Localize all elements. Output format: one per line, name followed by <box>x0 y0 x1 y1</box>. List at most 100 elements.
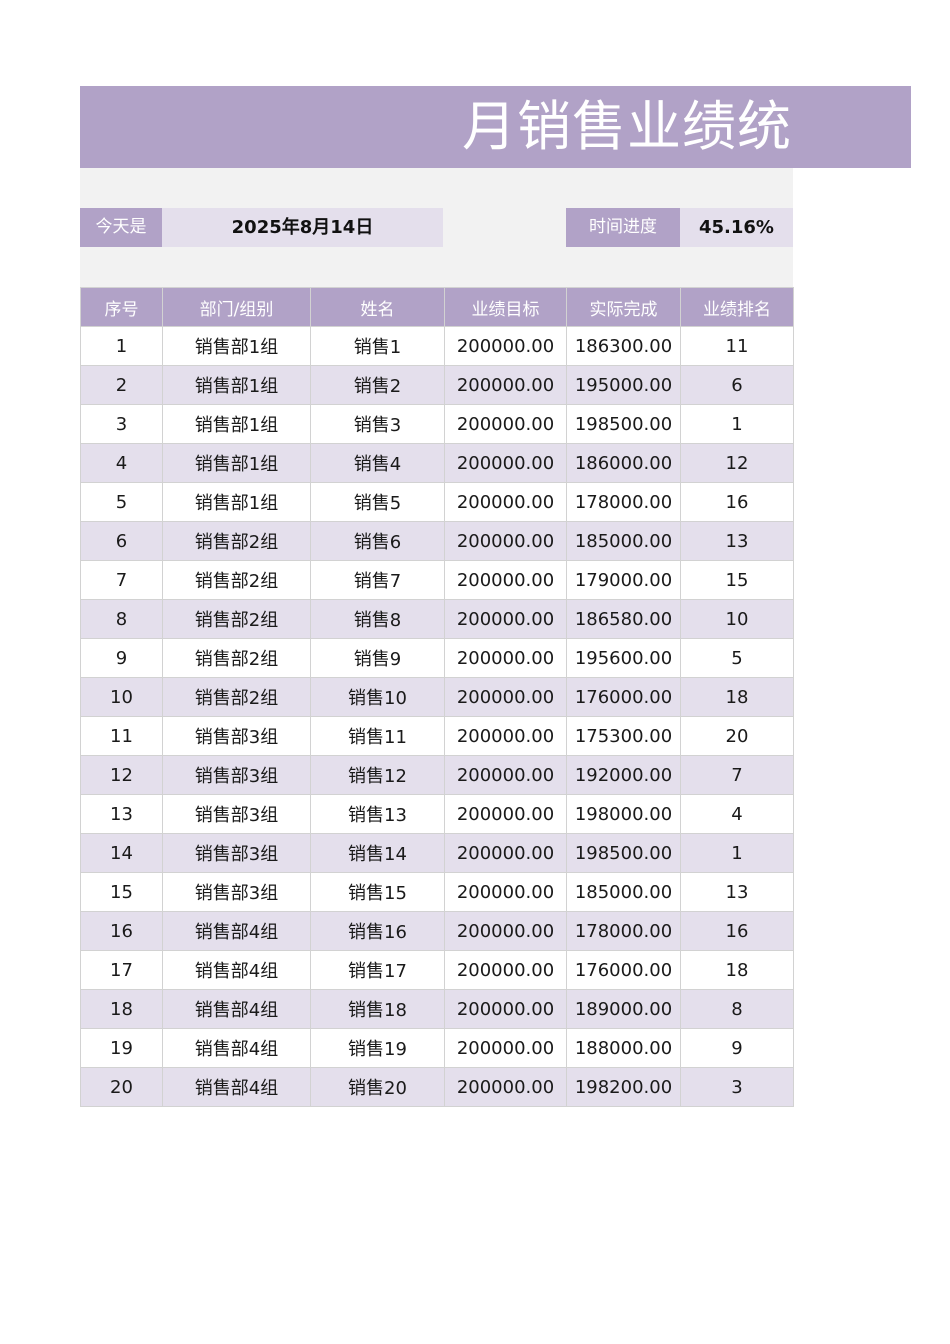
cell-rank[interactable]: 11 <box>680 326 794 366</box>
cell-department[interactable]: 销售部3组 <box>162 872 311 912</box>
cell-name[interactable]: 销售20 <box>310 1067 445 1107</box>
cell-actual[interactable]: 175300.00 <box>566 716 681 756</box>
cell-index[interactable]: 7 <box>80 560 163 600</box>
cell-name[interactable]: 销售14 <box>310 833 445 873</box>
cell-department[interactable]: 销售部2组 <box>162 638 311 678</box>
cell-actual[interactable]: 176000.00 <box>566 950 681 990</box>
cell-rank[interactable]: 12 <box>680 443 794 483</box>
cell-rank[interactable]: 3 <box>680 1067 794 1107</box>
cell-rank[interactable]: 18 <box>680 950 794 990</box>
cell-department[interactable]: 销售部4组 <box>162 911 311 951</box>
cell-name[interactable]: 销售7 <box>310 560 445 600</box>
cell-actual[interactable]: 192000.00 <box>566 755 681 795</box>
cell-name[interactable]: 销售17 <box>310 950 445 990</box>
cell-actual[interactable]: 185000.00 <box>566 521 681 561</box>
cell-target[interactable]: 200000.00 <box>444 443 567 483</box>
cell-index[interactable]: 17 <box>80 950 163 990</box>
cell-name[interactable]: 销售19 <box>310 1028 445 1068</box>
cell-name[interactable]: 销售18 <box>310 989 445 1029</box>
cell-actual[interactable]: 186580.00 <box>566 599 681 639</box>
cell-department[interactable]: 销售部4组 <box>162 989 311 1029</box>
cell-index[interactable]: 9 <box>80 638 163 678</box>
cell-department[interactable]: 销售部1组 <box>162 326 311 366</box>
cell-name[interactable]: 销售15 <box>310 872 445 912</box>
cell-target[interactable]: 200000.00 <box>444 560 567 600</box>
cell-index[interactable]: 14 <box>80 833 163 873</box>
cell-actual[interactable]: 179000.00 <box>566 560 681 600</box>
cell-actual[interactable]: 195000.00 <box>566 365 681 405</box>
cell-name[interactable]: 销售1 <box>310 326 445 366</box>
cell-actual[interactable]: 188000.00 <box>566 1028 681 1068</box>
cell-department[interactable]: 销售部2组 <box>162 677 311 717</box>
cell-index[interactable]: 20 <box>80 1067 163 1107</box>
cell-index[interactable]: 2 <box>80 365 163 405</box>
cell-name[interactable]: 销售9 <box>310 638 445 678</box>
cell-index[interactable]: 10 <box>80 677 163 717</box>
cell-actual[interactable]: 178000.00 <box>566 911 681 951</box>
cell-index[interactable]: 1 <box>80 326 163 366</box>
cell-department[interactable]: 销售部1组 <box>162 482 311 522</box>
cell-index[interactable]: 19 <box>80 1028 163 1068</box>
cell-target[interactable]: 200000.00 <box>444 794 567 834</box>
cell-index[interactable]: 12 <box>80 755 163 795</box>
cell-target[interactable]: 200000.00 <box>444 716 567 756</box>
cell-target[interactable]: 200000.00 <box>444 326 567 366</box>
cell-name[interactable]: 销售3 <box>310 404 445 444</box>
cell-actual[interactable]: 189000.00 <box>566 989 681 1029</box>
cell-index[interactable]: 18 <box>80 989 163 1029</box>
cell-target[interactable]: 200000.00 <box>444 521 567 561</box>
cell-index[interactable]: 13 <box>80 794 163 834</box>
cell-index[interactable]: 5 <box>80 482 163 522</box>
cell-target[interactable]: 200000.00 <box>444 365 567 405</box>
cell-rank[interactable]: 13 <box>680 521 794 561</box>
cell-index[interactable]: 8 <box>80 599 163 639</box>
cell-rank[interactable]: 6 <box>680 365 794 405</box>
cell-department[interactable]: 销售部4组 <box>162 1028 311 1068</box>
cell-actual[interactable]: 198500.00 <box>566 833 681 873</box>
cell-rank[interactable]: 13 <box>680 872 794 912</box>
cell-department[interactable]: 销售部2组 <box>162 560 311 600</box>
cell-name[interactable]: 销售13 <box>310 794 445 834</box>
cell-name[interactable]: 销售10 <box>310 677 445 717</box>
cell-rank[interactable]: 1 <box>680 833 794 873</box>
cell-name[interactable]: 销售12 <box>310 755 445 795</box>
cell-actual[interactable]: 198200.00 <box>566 1067 681 1107</box>
cell-actual[interactable]: 195600.00 <box>566 638 681 678</box>
cell-actual[interactable]: 186000.00 <box>566 443 681 483</box>
cell-department[interactable]: 销售部3组 <box>162 833 311 873</box>
cell-rank[interactable]: 1 <box>680 404 794 444</box>
cell-rank[interactable]: 8 <box>680 989 794 1029</box>
cell-rank[interactable]: 4 <box>680 794 794 834</box>
cell-name[interactable]: 销售16 <box>310 911 445 951</box>
cell-name[interactable]: 销售8 <box>310 599 445 639</box>
cell-actual[interactable]: 198500.00 <box>566 404 681 444</box>
cell-index[interactable]: 6 <box>80 521 163 561</box>
cell-rank[interactable]: 10 <box>680 599 794 639</box>
cell-target[interactable]: 200000.00 <box>444 989 567 1029</box>
cell-rank[interactable]: 9 <box>680 1028 794 1068</box>
cell-index[interactable]: 3 <box>80 404 163 444</box>
cell-name[interactable]: 销售5 <box>310 482 445 522</box>
cell-rank[interactable]: 16 <box>680 911 794 951</box>
cell-actual[interactable]: 178000.00 <box>566 482 681 522</box>
cell-department[interactable]: 销售部2组 <box>162 599 311 639</box>
cell-actual[interactable]: 185000.00 <box>566 872 681 912</box>
cell-rank[interactable]: 16 <box>680 482 794 522</box>
cell-rank[interactable]: 5 <box>680 638 794 678</box>
cell-target[interactable]: 200000.00 <box>444 482 567 522</box>
cell-target[interactable]: 200000.00 <box>444 833 567 873</box>
cell-name[interactable]: 销售11 <box>310 716 445 756</box>
cell-name[interactable]: 销售4 <box>310 443 445 483</box>
cell-department[interactable]: 销售部3组 <box>162 716 311 756</box>
cell-index[interactable]: 16 <box>80 911 163 951</box>
cell-target[interactable]: 200000.00 <box>444 1067 567 1107</box>
cell-target[interactable]: 200000.00 <box>444 950 567 990</box>
cell-department[interactable]: 销售部1组 <box>162 443 311 483</box>
cell-target[interactable]: 200000.00 <box>444 404 567 444</box>
cell-actual[interactable]: 186300.00 <box>566 326 681 366</box>
cell-target[interactable]: 200000.00 <box>444 638 567 678</box>
cell-department[interactable]: 销售部4组 <box>162 950 311 990</box>
cell-rank[interactable]: 7 <box>680 755 794 795</box>
cell-department[interactable]: 销售部4组 <box>162 1067 311 1107</box>
cell-name[interactable]: 销售2 <box>310 365 445 405</box>
